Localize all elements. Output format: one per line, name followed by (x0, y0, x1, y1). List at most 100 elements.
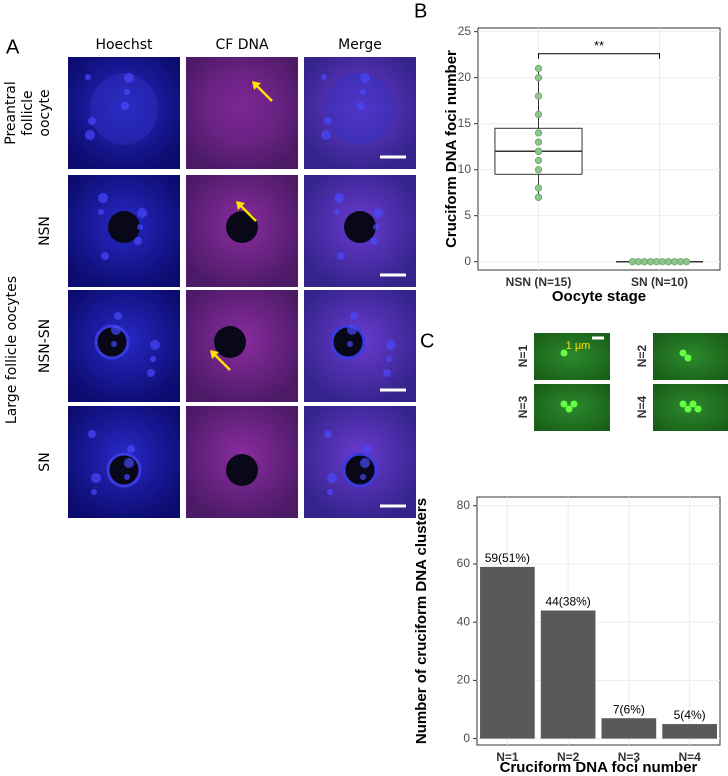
significance-bracket (538, 53, 660, 59)
spot (347, 325, 357, 335)
focus (560, 349, 568, 357)
row-label: oocyte (37, 89, 53, 136)
point (534, 92, 543, 100)
point (646, 258, 655, 266)
significance-label: ** (594, 38, 604, 53)
spot (147, 369, 155, 377)
image-label: N=3 (516, 396, 530, 419)
point (534, 147, 543, 155)
spot (88, 430, 96, 438)
y-tick-label: 25 (458, 24, 472, 38)
spot (324, 117, 332, 125)
image-label: N=2 (635, 345, 649, 368)
point (676, 258, 685, 266)
spot (137, 208, 147, 218)
spot (370, 237, 378, 245)
point (534, 166, 543, 174)
bar (662, 724, 717, 739)
spot (124, 458, 134, 468)
spot (327, 473, 337, 483)
spot (91, 473, 101, 483)
x-tick-label: N=4 (678, 750, 701, 764)
arrow (213, 353, 231, 371)
spot (373, 208, 383, 218)
spot (124, 89, 130, 95)
x-tick-label: SN (N=10) (631, 275, 688, 289)
row-label: SN (37, 452, 53, 471)
nucleus (344, 211, 376, 243)
spot (85, 130, 95, 140)
spot (85, 74, 91, 80)
spot (350, 312, 358, 320)
point (534, 74, 543, 82)
spot (111, 325, 121, 335)
arrow-head (236, 201, 245, 210)
bar (540, 610, 596, 739)
arrow-head (210, 350, 219, 359)
focus (694, 405, 702, 413)
panel-label: A (6, 36, 20, 58)
spot (357, 102, 365, 110)
point (664, 258, 673, 266)
spot (373, 224, 379, 230)
micrograph (534, 333, 610, 380)
micrograph (186, 57, 298, 169)
scale-label: 1 μm (566, 340, 591, 352)
spot (360, 73, 370, 83)
value-label: 44(38%) (545, 595, 590, 609)
focus (684, 354, 692, 362)
spot (321, 74, 327, 80)
spot (124, 474, 130, 480)
y-tick-label: 5 (464, 208, 471, 222)
point (534, 184, 543, 192)
spot (334, 193, 344, 203)
spot (150, 340, 160, 350)
y-tick-label: 0 (464, 254, 471, 268)
spot (137, 224, 143, 230)
spot (363, 445, 371, 453)
value-label: 7(6%) (613, 702, 645, 716)
spot (386, 356, 392, 362)
spot (127, 445, 135, 453)
spot (88, 117, 96, 125)
y-tick-label: 20 (457, 673, 471, 687)
column-header: CF DNA (215, 37, 269, 53)
y-tick-label: 20 (458, 70, 472, 84)
point (658, 258, 667, 266)
cell (208, 73, 276, 145)
x-tick-label: N=1 (496, 750, 519, 764)
nucleus (226, 211, 258, 243)
nucleus (106, 452, 142, 488)
focus (570, 400, 578, 408)
focus (679, 400, 687, 408)
y-tick-label: 80 (457, 498, 471, 512)
image-label: N=4 (635, 396, 649, 419)
spot (383, 369, 391, 377)
spot (121, 102, 129, 110)
x-tick-label: N=3 (618, 750, 641, 764)
spot (347, 341, 353, 347)
y-tick-label: 10 (458, 162, 472, 176)
column-header: Merge (338, 37, 382, 53)
arrow (255, 84, 273, 102)
y-tick-label: 60 (457, 556, 471, 570)
point (534, 110, 543, 119)
spot (111, 341, 117, 347)
value-label: 5(4%) (674, 708, 706, 722)
focus (684, 405, 692, 413)
spot (327, 489, 333, 495)
row-label: NSN-SN (37, 319, 53, 373)
spot (134, 237, 142, 245)
spot (321, 130, 331, 140)
x-axis-title: Oocyte stage (552, 288, 646, 305)
spot (360, 474, 366, 480)
image-label: N=1 (516, 345, 530, 368)
point (634, 258, 643, 266)
group-label: Large follicle oocytes (4, 276, 20, 424)
nucleus (214, 326, 246, 358)
nucleus (226, 454, 258, 486)
point (652, 258, 661, 266)
panel-label: B (414, 0, 427, 22)
row-label: NSN (37, 216, 53, 246)
